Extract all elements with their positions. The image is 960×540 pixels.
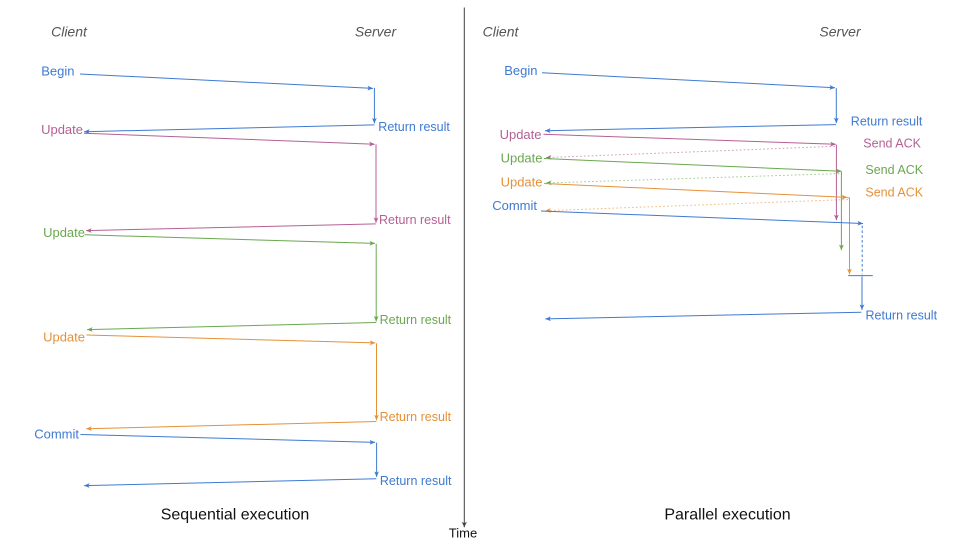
svg-text:Send ACK: Send ACK <box>865 163 923 177</box>
svg-text:Begin: Begin <box>504 63 537 78</box>
svg-text:Send ACK: Send ACK <box>863 137 921 151</box>
svg-text:Server: Server <box>819 24 862 40</box>
svg-text:Commit: Commit <box>492 198 537 213</box>
svg-text:Update: Update <box>43 225 85 240</box>
svg-text:Update: Update <box>41 122 83 137</box>
svg-text:Return result: Return result <box>379 213 451 227</box>
svg-text:Update: Update <box>43 330 85 345</box>
svg-text:Send ACK: Send ACK <box>865 186 923 200</box>
svg-text:Return result: Return result <box>851 115 923 129</box>
svg-text:Begin: Begin <box>41 64 74 79</box>
svg-text:Return result: Return result <box>866 309 938 323</box>
svg-text:Update: Update <box>501 151 543 166</box>
svg-text:Parallel execution: Parallel execution <box>664 507 790 524</box>
svg-text:Server: Server <box>355 24 398 40</box>
svg-text:Commit: Commit <box>34 427 79 442</box>
svg-text:Update: Update <box>500 127 542 142</box>
svg-text:Return result: Return result <box>380 410 452 424</box>
svg-text:Update: Update <box>501 175 543 190</box>
svg-text:Sequential execution: Sequential execution <box>161 507 310 524</box>
svg-text:Client: Client <box>51 24 88 40</box>
svg-text:Return result: Return result <box>380 313 452 327</box>
svg-text:Return result: Return result <box>380 474 452 488</box>
svg-text:Return result: Return result <box>378 120 450 134</box>
svg-text:Client: Client <box>483 24 520 40</box>
svg-text:Time: Time <box>449 526 477 540</box>
